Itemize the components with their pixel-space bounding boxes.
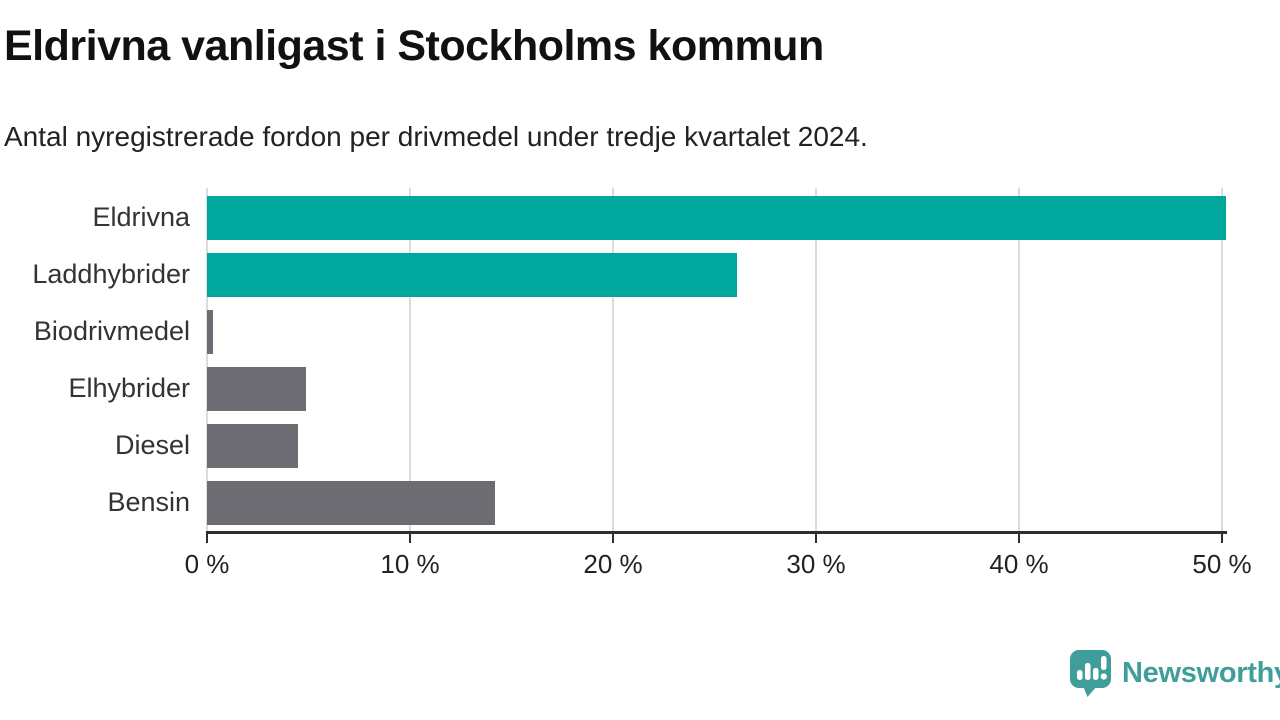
x-tick-label: 50 % xyxy=(1192,549,1252,579)
x-tick-label: 40 % xyxy=(989,549,1049,579)
bar-biodrivmedel xyxy=(207,310,214,354)
x-gridline xyxy=(1018,188,1020,531)
x-gridline xyxy=(409,188,411,531)
x-axis-tick xyxy=(612,531,614,543)
category-label: Diesel xyxy=(114,430,190,460)
bar-elhybrider xyxy=(207,367,307,411)
newsworthy-logo: Newsworthy xyxy=(1068,649,1280,697)
bar-bensin xyxy=(207,481,496,525)
category-label: Elhybrider xyxy=(68,373,190,403)
category-label: Bensin xyxy=(107,487,190,517)
x-axis-tick xyxy=(1221,531,1223,543)
x-axis-tick xyxy=(815,531,817,543)
x-gridline xyxy=(612,188,614,531)
x-tick-label: 0 % xyxy=(184,549,230,579)
x-tick-label: 20 % xyxy=(583,549,643,579)
x-gridline xyxy=(206,188,208,531)
category-label: Eldrivna xyxy=(92,202,190,232)
x-axis-tick xyxy=(206,531,208,543)
x-axis-line xyxy=(207,531,1227,534)
x-tick-label: 10 % xyxy=(380,549,440,579)
x-axis-tick xyxy=(1018,531,1020,543)
bar-laddhybrider xyxy=(207,253,737,297)
chart-subtitle: Antal nyregistrerade fordon per drivmede… xyxy=(4,121,868,152)
category-label: Biodrivmedel xyxy=(33,316,190,346)
newsworthy-chart-bubble-icon xyxy=(1070,650,1111,697)
bar-eldrivna xyxy=(207,196,1227,240)
newsworthy-logo-text: Newsworthy xyxy=(1122,656,1280,689)
x-axis-tick xyxy=(409,531,411,543)
x-gridline xyxy=(1221,188,1223,531)
x-tick-label: 30 % xyxy=(786,549,846,579)
category-label: Laddhybrider xyxy=(32,259,190,289)
chart-title: Eldrivna vanligast i Stockholms kommun xyxy=(4,22,824,70)
bar-diesel xyxy=(207,424,299,468)
x-gridline xyxy=(815,188,817,531)
